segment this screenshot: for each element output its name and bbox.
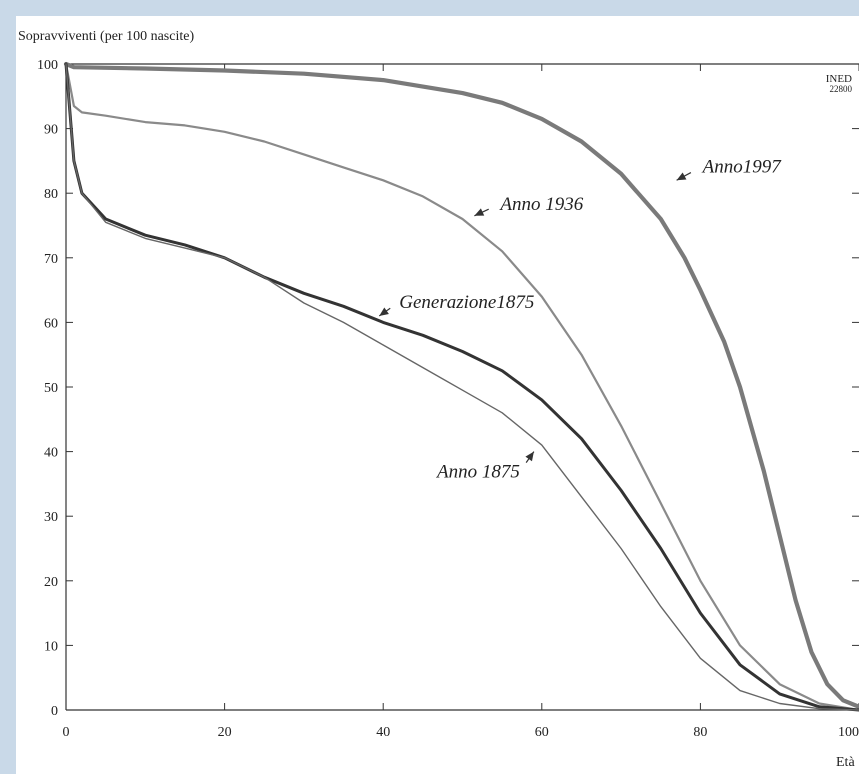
y-tick-label: 90 — [44, 123, 58, 138]
y-tick-label: 10 — [44, 639, 58, 654]
y-tick-label: 100 — [37, 58, 58, 73]
y-tick-label: 30 — [44, 510, 58, 525]
stamp-text: 22800 — [830, 84, 853, 94]
annotation-arrowhead-3 — [525, 451, 534, 462]
series-lines — [63, 61, 859, 712]
stamp-text: INED — [826, 73, 852, 85]
series-line-0 — [63, 61, 859, 709]
series-line-3 — [65, 63, 859, 711]
y-tick-label: 70 — [44, 252, 58, 267]
y-axis-title: Sopravviventi (per 100 nascite) — [18, 29, 194, 44]
y-tick-label: 20 — [44, 575, 58, 590]
y-tick-label: 40 — [44, 446, 58, 461]
y-tick-label: 80 — [44, 187, 58, 202]
y-tick-label: 50 — [44, 381, 58, 396]
x-axis-title: Età — [836, 755, 855, 770]
annotation-label-3: Anno 1875 — [435, 462, 520, 483]
annotation-label-2: Generazione1875 — [399, 292, 534, 313]
y-tick-label: 60 — [44, 316, 58, 331]
annotation-label-1: Anno 1936 — [498, 194, 583, 215]
annotation-arrowhead-0 — [676, 172, 687, 181]
series-line-1 — [64, 62, 859, 712]
x-tick-label: 0 — [63, 725, 70, 740]
x-tick-label: 100 — [838, 725, 859, 740]
annotation-arrowhead-2 — [379, 307, 389, 316]
axes: 0 10 20 30 40 50 60 70 80 90 100 0 20 40 60 80 100 — [37, 58, 859, 740]
survival-chart: Sopravviventi (per 100 nascite) Età INED… — [18, 29, 859, 770]
x-tick-label: 80 — [693, 725, 707, 740]
series-line-2 — [64, 62, 859, 712]
x-tick-label: 20 — [218, 725, 232, 740]
annotations: Anno1997 Anno 1936 Generazione1875 Anno 187… — [378, 156, 783, 483]
annotation-label-0: Anno1997 — [701, 156, 783, 177]
chart-page: Sopravviventi (per 100 nascite) Età INED… — [16, 16, 859, 774]
x-tick-label: 40 — [376, 725, 390, 740]
x-tick-label: 60 — [535, 725, 549, 740]
y-tick-label: 0 — [51, 704, 58, 719]
annotation-arrowhead-1 — [474, 208, 485, 216]
